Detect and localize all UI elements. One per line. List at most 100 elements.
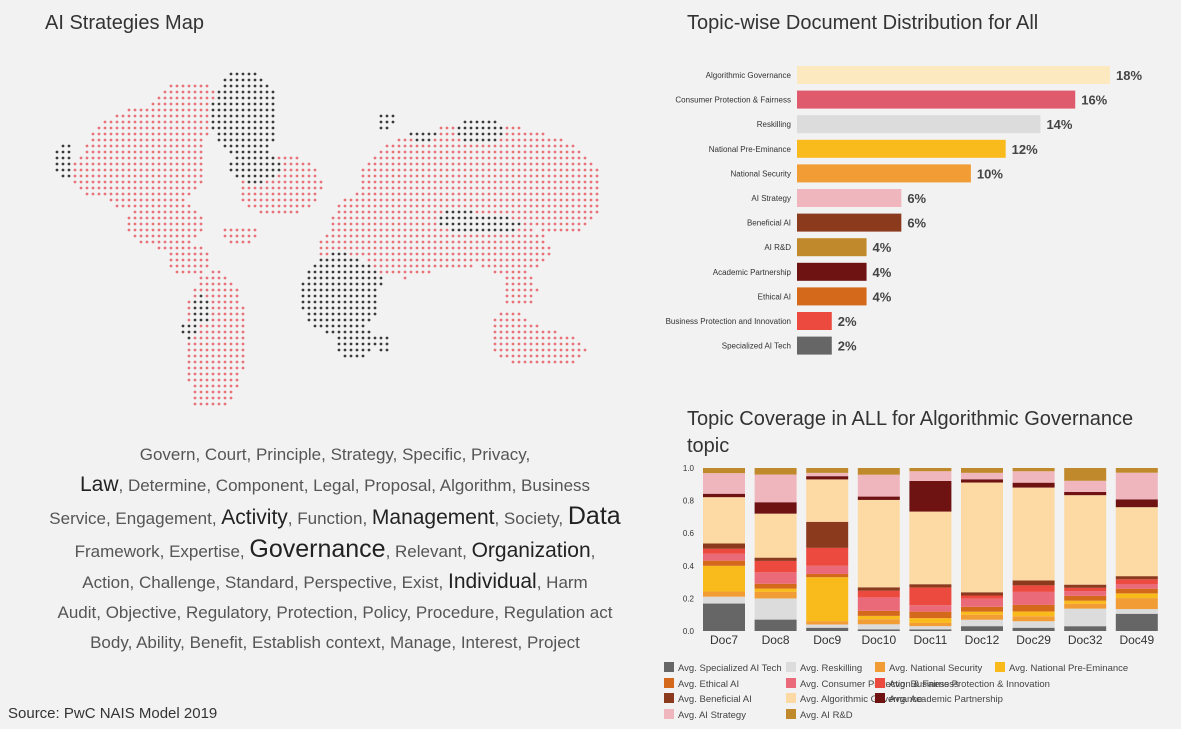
map-dot xyxy=(529,204,533,208)
segment-doc32-avg-algorithmic-governance xyxy=(1064,495,1107,585)
map-dot xyxy=(499,270,503,274)
map-dot xyxy=(331,228,335,232)
map-dot xyxy=(511,264,515,268)
map-dot xyxy=(349,324,353,328)
map-dot xyxy=(127,168,131,172)
map-dot xyxy=(187,162,191,166)
map-dot xyxy=(235,372,239,376)
map-dot xyxy=(121,126,125,130)
map-dot xyxy=(529,336,533,340)
map-dot xyxy=(61,162,65,166)
map-dot xyxy=(451,264,455,268)
map-dot xyxy=(223,366,227,370)
map-dot xyxy=(439,198,443,202)
map-dot xyxy=(115,114,119,118)
map-dot xyxy=(463,186,467,190)
map-dot xyxy=(91,150,95,154)
map-dot xyxy=(337,330,341,334)
map-dot xyxy=(307,192,311,196)
segment-doc7-avg-ai-randd xyxy=(703,468,745,474)
map-dot xyxy=(541,354,545,358)
map-dot xyxy=(193,168,197,172)
map-dot xyxy=(115,156,119,160)
map-dot xyxy=(505,222,509,226)
map-dot xyxy=(475,198,479,202)
map-dot xyxy=(493,216,497,220)
map-dot xyxy=(199,372,203,376)
bar-category-label: Ethical AI xyxy=(758,292,791,301)
map-dot xyxy=(103,186,107,190)
map-dot xyxy=(163,156,167,160)
map-dot xyxy=(397,234,401,238)
map-dot xyxy=(523,156,527,160)
map-dot xyxy=(553,198,557,202)
map-dot xyxy=(163,186,167,190)
map-dot xyxy=(235,108,239,112)
map-dot xyxy=(169,144,173,148)
map-dot xyxy=(523,282,527,286)
legend-label: Avg. Specialized AI Tech xyxy=(678,663,782,674)
map-dot xyxy=(541,204,545,208)
map-dot xyxy=(121,156,125,160)
map-dot xyxy=(307,294,311,298)
map-dot xyxy=(115,204,119,208)
map-dot xyxy=(253,96,257,100)
x-tick-label: Doc7 xyxy=(710,633,738,647)
map-dot xyxy=(535,354,539,358)
map-dot xyxy=(187,258,191,262)
map-dot xyxy=(259,144,263,148)
map-dot xyxy=(535,162,539,166)
map-dot xyxy=(379,162,383,166)
map-dot xyxy=(439,228,443,232)
map-dot xyxy=(145,138,149,142)
map-dot xyxy=(373,198,377,202)
map-dot xyxy=(241,78,245,82)
map-dot xyxy=(379,282,383,286)
map-dot xyxy=(541,330,545,334)
map-dot xyxy=(127,108,131,112)
segment-doc7-avg-business-protection-and-innovation xyxy=(703,548,745,554)
map-dot xyxy=(145,210,149,214)
map-dot xyxy=(151,132,155,136)
map-dot xyxy=(511,132,515,136)
map-dot xyxy=(187,372,191,376)
map-dot xyxy=(571,222,575,226)
map-dot xyxy=(181,132,185,136)
map-dot xyxy=(115,162,119,166)
map-dot xyxy=(349,216,353,220)
map-dot xyxy=(487,162,491,166)
map-dot xyxy=(409,246,413,250)
bar-beneficial-ai xyxy=(797,213,902,232)
map-dot xyxy=(391,180,395,184)
map-dot xyxy=(127,204,131,208)
map-dot xyxy=(271,186,275,190)
map-dot xyxy=(283,168,287,172)
map-dot xyxy=(451,222,455,226)
map-dot xyxy=(199,258,203,262)
map-dot xyxy=(319,258,323,262)
map-dot xyxy=(265,132,269,136)
map-dot xyxy=(547,150,551,154)
map-dot xyxy=(559,156,563,160)
map-dot xyxy=(355,306,359,310)
map-dot xyxy=(523,258,527,262)
map-dot xyxy=(529,186,533,190)
map-dot xyxy=(253,180,257,184)
map-dot xyxy=(415,150,419,154)
map-dot xyxy=(517,342,521,346)
segment-doc12-avg-national-pre-eminance xyxy=(961,611,1003,615)
map-dot xyxy=(157,144,161,148)
map-dot xyxy=(271,168,275,172)
map-dot xyxy=(181,228,185,232)
map-dot xyxy=(295,174,299,178)
map-dot xyxy=(361,348,365,352)
map-dot xyxy=(241,162,245,166)
map-dot xyxy=(187,168,191,172)
map-dot xyxy=(139,168,143,172)
map-dot xyxy=(271,108,275,112)
map-dot xyxy=(139,114,143,118)
map-dot xyxy=(511,186,515,190)
map-dot xyxy=(85,162,89,166)
map-dot xyxy=(247,126,251,130)
map-dot xyxy=(457,138,461,142)
